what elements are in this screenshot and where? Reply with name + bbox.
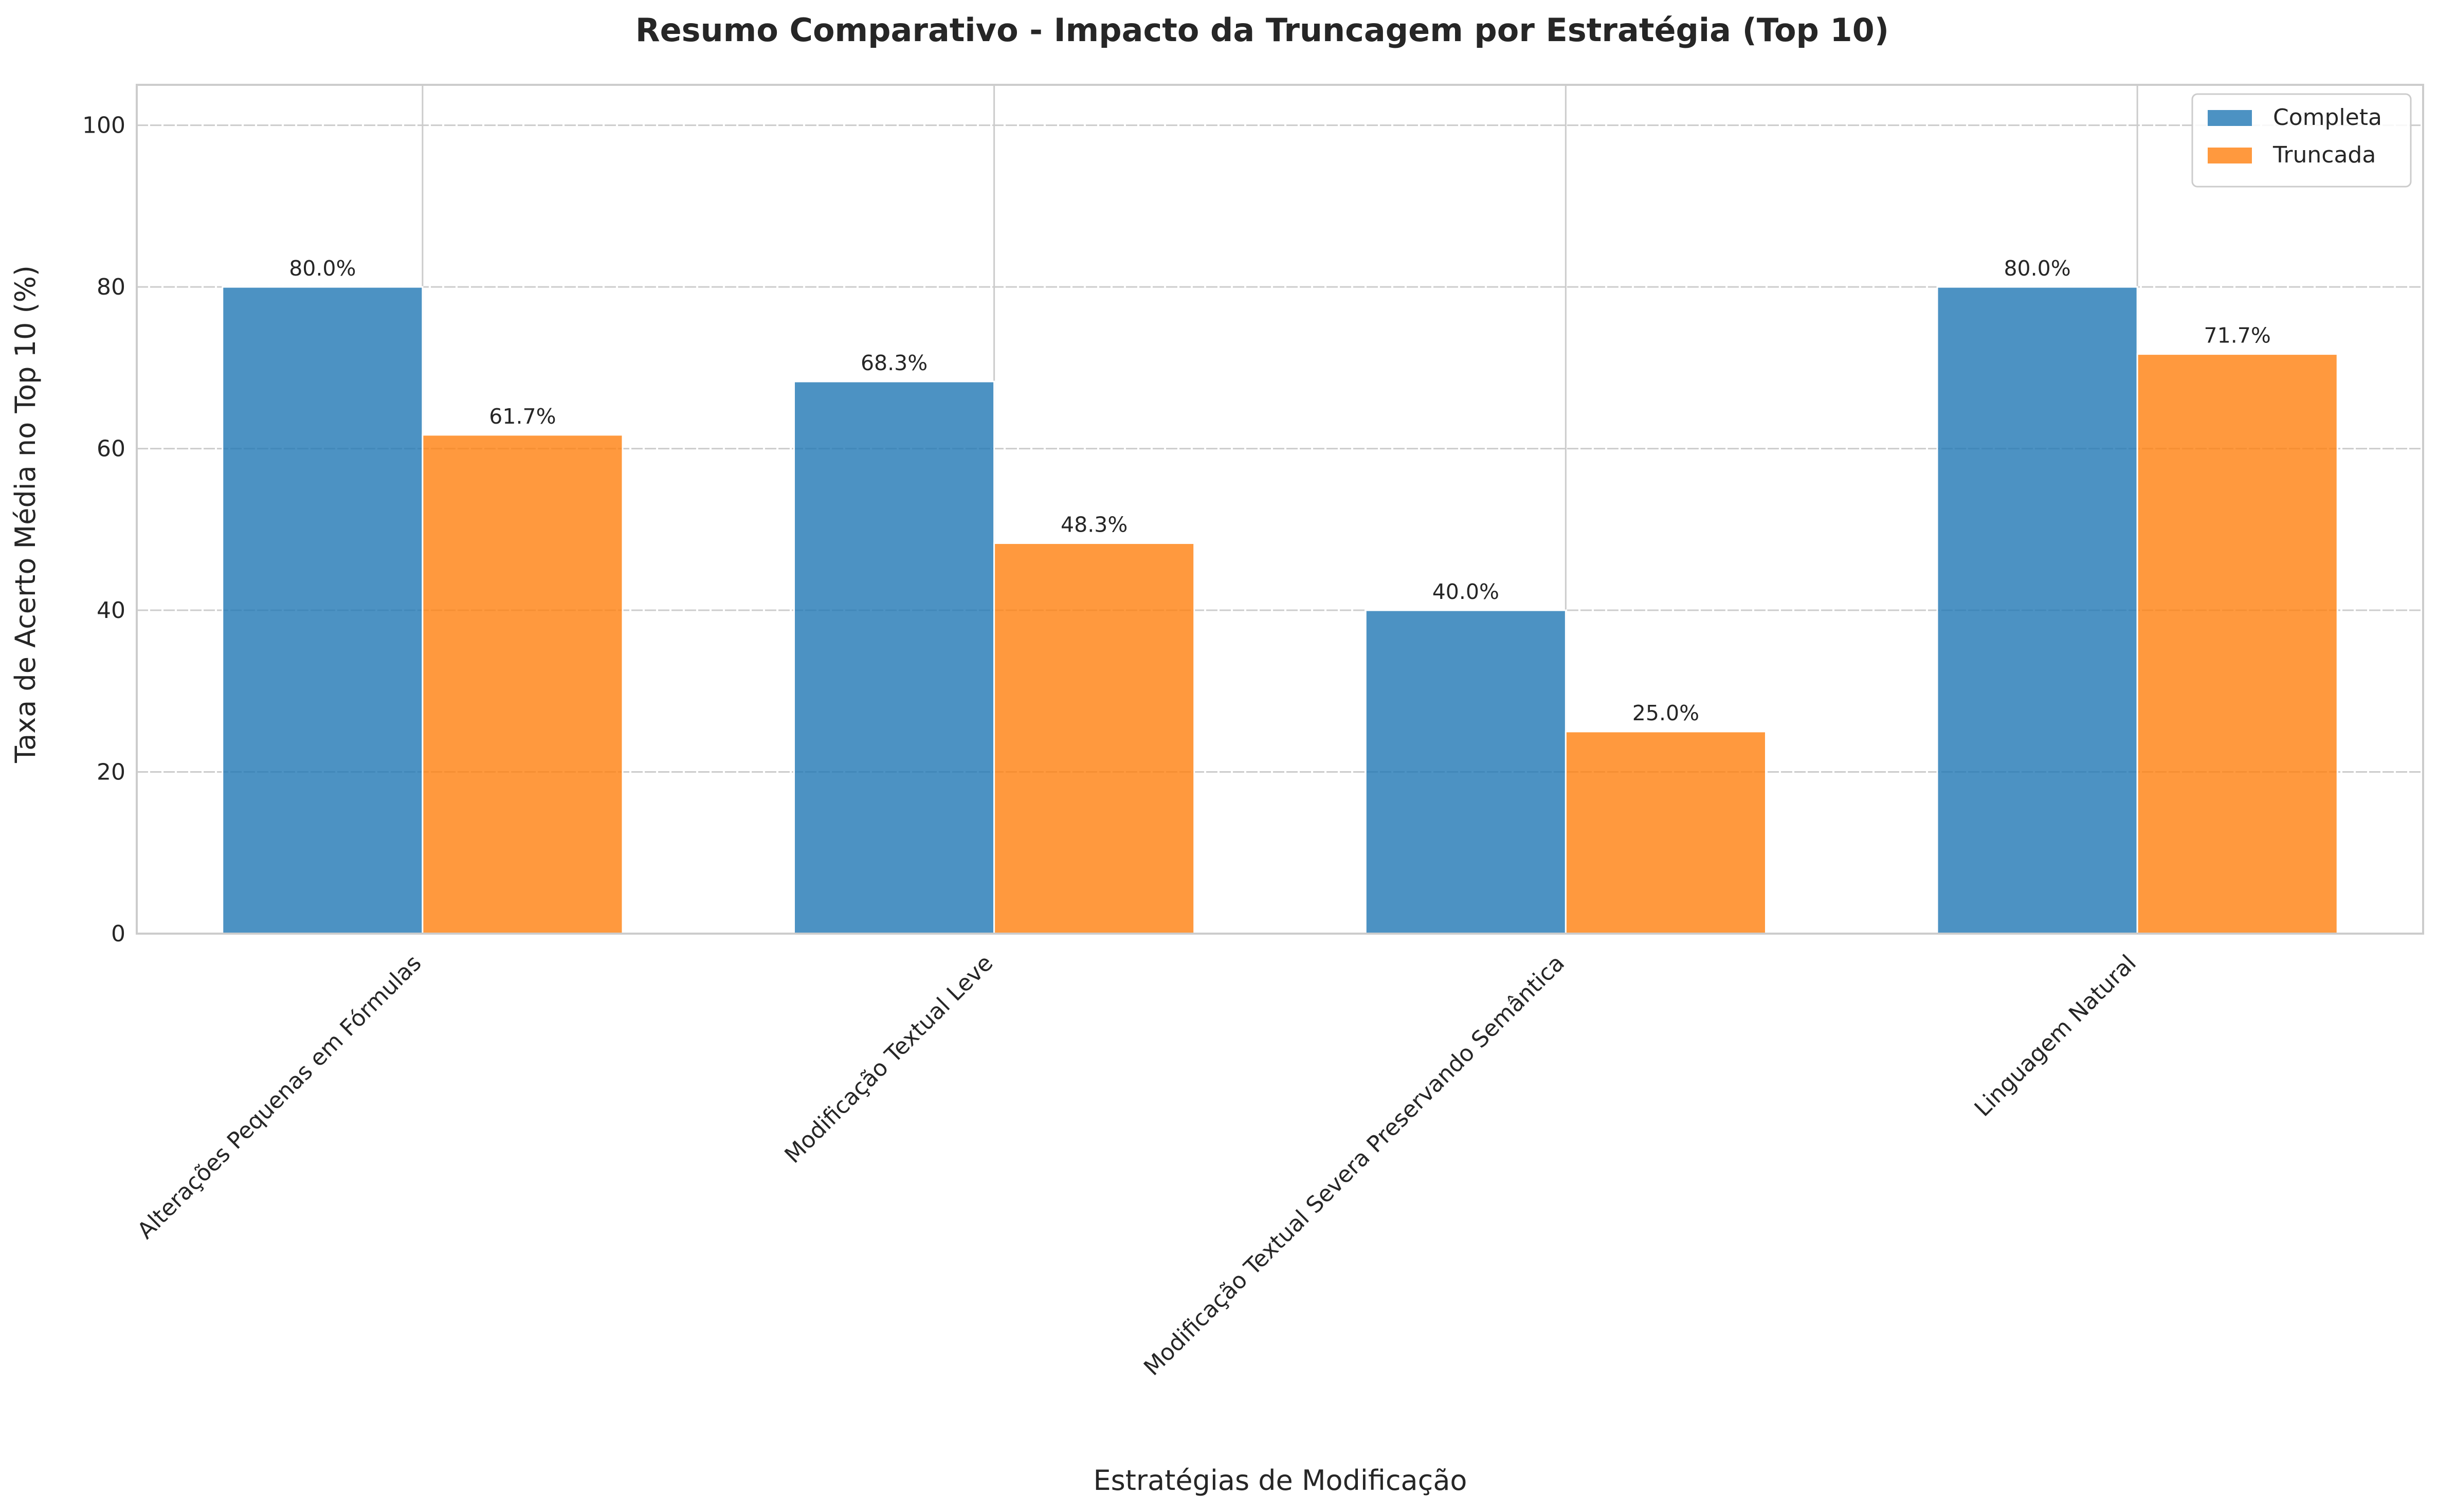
- bar-truncada: [993, 542, 1195, 935]
- y-tick-label: 40: [97, 597, 125, 624]
- y-tick-label: 100: [82, 113, 125, 139]
- legend: Completa Truncada: [2191, 93, 2412, 188]
- bar-completa: [793, 380, 995, 935]
- bar-truncada: [1565, 731, 1767, 935]
- x-axis-label: Estratégias de Modificação: [1094, 1464, 1467, 1497]
- bar-truncada: [2136, 353, 2338, 935]
- plot-frame: [136, 84, 2424, 935]
- bar-value-label: 25.0%: [1632, 701, 1699, 725]
- bars: [222, 286, 2338, 935]
- bar-value-label: 61.7%: [489, 404, 556, 429]
- legend-swatch: [2208, 148, 2252, 163]
- bar-completa: [222, 286, 424, 935]
- chart-title: Resumo Comparativo - Impacto da Truncage…: [635, 11, 1889, 49]
- bar-completa: [1936, 286, 2138, 935]
- legend-swatch: [2208, 110, 2252, 126]
- bar-value-label: 80.0%: [2004, 256, 2070, 281]
- y-tick-label: 0: [111, 921, 125, 947]
- bar-value-label: 48.3%: [1061, 513, 1127, 537]
- legend-label: Truncada: [2272, 142, 2376, 168]
- data-labels: 80.0% 68.3% 40.0% 80.0% 61.7% 48.3% 25.0% 71.7%: [289, 256, 2271, 725]
- y-tick-label: 20: [97, 759, 125, 786]
- bar-value-label: 80.0%: [289, 256, 356, 281]
- bar-value-label: 71.7%: [2204, 323, 2271, 348]
- y-axis-label: Taxa de Acerto Média no Top 10 (%): [9, 265, 42, 763]
- bar-truncada: [422, 434, 624, 935]
- bar-value-label: 40.0%: [1432, 579, 1499, 604]
- y-tick-label: 80: [97, 274, 125, 300]
- y-tick-label: 60: [97, 436, 125, 462]
- bar-completa: [1365, 609, 1567, 935]
- legend-label: Completa: [2273, 104, 2382, 131]
- bar-value-label: 68.3%: [861, 351, 927, 375]
